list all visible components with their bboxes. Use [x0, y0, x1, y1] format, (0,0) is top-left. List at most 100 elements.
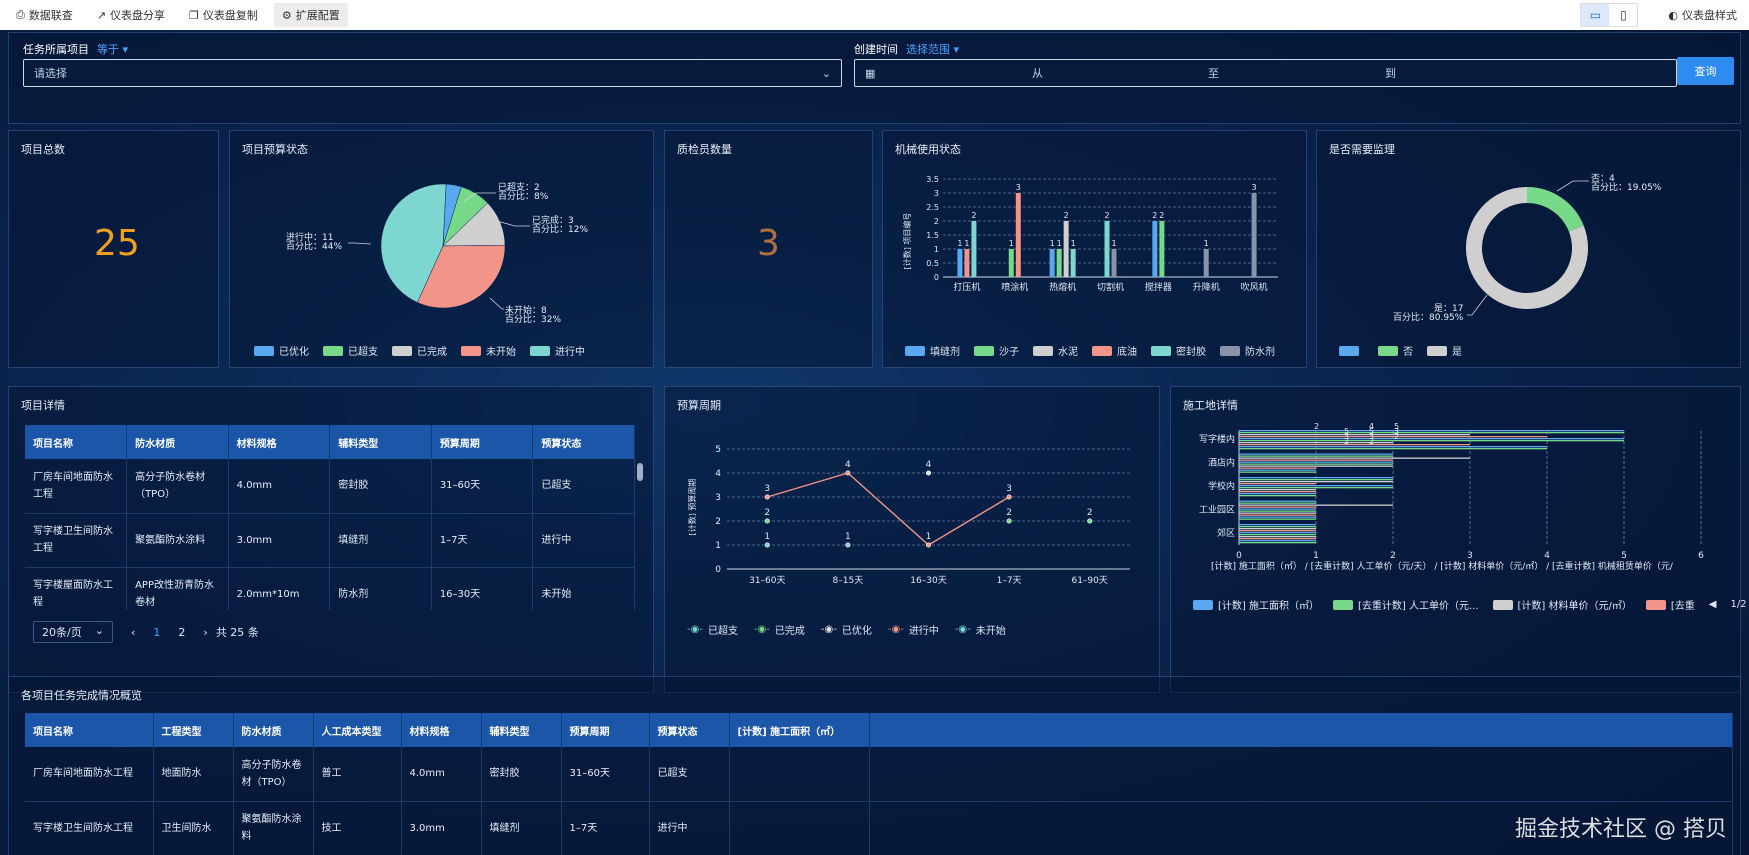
y-tick-label: 1.5: [926, 231, 939, 240]
bar: [1239, 518, 1316, 520]
column-header[interactable]: [计数] 施工面积（㎡）: [729, 713, 870, 747]
legend-item[interactable]: [1339, 345, 1364, 356]
legend-item[interactable]: [去重计数] 人工单价（元...: [1332, 597, 1479, 612]
legend-item[interactable]: -◉- 已完成: [753, 624, 805, 637]
legend-item[interactable]: 已超支: [323, 343, 378, 358]
project-operator[interactable]: 等于 ▾: [97, 43, 129, 56]
query-button[interactable]: 查询: [1677, 57, 1734, 85]
bar: [1239, 471, 1316, 473]
column-header[interactable]: 预算周期: [431, 425, 534, 459]
supervision-donut-chart: 否：4 百分比：19.05% 是：17 百分比：80.95%: [1393, 173, 1662, 323]
legend-item[interactable]: -◉- 进行中: [887, 624, 939, 637]
table-row[interactable]: 写字楼卫生间防水工程 卫生间防水 聚氨酯防水涂料 技工 3.0mm 填缝剂 1–7天 进行中: [25, 801, 1733, 855]
table-cell: 已超支: [532, 459, 635, 514]
column-header[interactable]: 材料规格: [228, 425, 331, 459]
legend-item[interactable]: 已完成: [392, 343, 447, 358]
page-size-select[interactable]: 20条/页 ⌄: [33, 621, 113, 643]
supervision-card: 是否需要监理 否：4 百分比：19.05% 是：17 百分比：80.95% 否 …: [1316, 130, 1741, 368]
legend-item[interactable]: 否: [1378, 343, 1413, 358]
legend-item[interactable]: -◉- 未开始: [954, 624, 1006, 637]
page-2[interactable]: 2: [178, 625, 186, 639]
total-projects-value: 25: [94, 223, 140, 264]
table-row[interactable]: 厂房车间地面防水工程 高分子防水卷材（TPO） 4.0mm 密封胶 31–60天 已超支: [25, 459, 635, 514]
next-page-icon[interactable]: ›: [203, 625, 208, 639]
project-select[interactable]: 请选择 ⌄: [23, 59, 842, 87]
legend-item[interactable]: [计数] 材料单价（元/㎡）: [1492, 597, 1632, 612]
table-cell: 3.0mm: [228, 513, 331, 568]
bar: [1239, 444, 1470, 446]
legend-item[interactable]: [计数] 施工面积（㎡）: [1193, 597, 1319, 612]
copy-button[interactable]: ❐ 仪表盘复制: [189, 8, 258, 23]
column-header[interactable]: 项目名称: [25, 425, 128, 459]
table-cell: 厂房车间地面防水工程: [25, 747, 154, 802]
bar: [1239, 506, 1316, 508]
legend-item[interactable]: 填缝剂: [905, 343, 960, 358]
date-range-input[interactable]: ▦ 从 至 到: [854, 59, 1677, 87]
legend-item[interactable]: 是: [1427, 343, 1462, 358]
table-row[interactable]: 厂房车间地面防水工程 地面防水 高分子防水卷材（TPO） 普工 4.0mm 密封胶 31–6…: [25, 747, 1733, 802]
legend-item[interactable]: 防水剂: [1220, 343, 1275, 358]
legend-item[interactable]: [去重: [1645, 597, 1695, 612]
x-tick-label: 升降机: [1193, 281, 1220, 293]
legend-item[interactable]: 水泥: [1033, 343, 1078, 358]
legend-item[interactable]: -◉- 已超支: [687, 624, 738, 637]
desktop-icon[interactable]: ▭: [1581, 4, 1610, 26]
x-tick-label: 吹风机: [1241, 281, 1268, 293]
column-header[interactable]: 辅料类型: [481, 713, 562, 747]
extension-config-button[interactable]: ⚙ 扩展配置: [273, 3, 348, 27]
column-header[interactable]: 防水材质: [126, 425, 229, 459]
y-tick-label: 3: [715, 493, 721, 503]
copy-icon: ❐: [189, 8, 199, 22]
legend-item[interactable]: 密封胶: [1151, 343, 1206, 358]
data-link-button[interactable]: ⎙ 数据联查: [16, 8, 73, 22]
data-label: 4: [845, 460, 851, 470]
data-label: 1: [926, 532, 932, 542]
table-cell: 防水剂: [329, 567, 432, 610]
bar: [1239, 446, 1547, 448]
inspectors-card: 质检员数量 3: [664, 130, 873, 368]
table-cell: 4.0mm: [401, 747, 482, 802]
style-button[interactable]: ◐ 仪表盘样式: [1668, 8, 1737, 23]
supervision-legend: 否 是: [1339, 343, 1462, 358]
column-header[interactable]: 辅料类型: [329, 425, 432, 459]
page-1[interactable]: 1: [153, 625, 161, 639]
legend-item[interactable]: 已优化: [254, 343, 309, 358]
project-table-wrap: 项目名称 防水材质 材料规格 辅料类型 预算周期 预算状态 厂房车间地面防水工程 高分子防水…: [25, 425, 643, 610]
mobile-icon[interactable]: ▯: [1620, 8, 1627, 22]
table-row[interactable]: 写字楼卫生间防水工程 聚氨酯防水涂料 3.0mm 填缝剂 1–7天 进行中: [25, 513, 635, 568]
column-header[interactable]: 材料规格: [401, 713, 482, 747]
legend-item[interactable]: 沙子: [974, 343, 1019, 358]
bar-value-label: 1: [1050, 239, 1055, 248]
bar: [1239, 491, 1316, 493]
legend-prev-icon[interactable]: ◀: [1708, 599, 1717, 610]
donut-label-yes: 是：17: [1434, 303, 1463, 314]
legend-item[interactable]: -◉- 已优化: [820, 624, 872, 637]
pie-label-ongoing-pct: 百分比：44%: [286, 240, 342, 252]
column-header[interactable]: 预算状态: [532, 425, 635, 459]
table-cell: 厂房车间地面防水工程: [25, 459, 128, 514]
gear-icon: ⚙: [281, 8, 292, 22]
bar: [957, 249, 963, 277]
table-cell: 聚氨酯防水涂料: [126, 513, 229, 568]
column-header[interactable]: 工程类型: [153, 713, 234, 747]
table-cell: 31–60天: [561, 747, 650, 802]
share-button[interactable]: ↗ 仪表盘分享: [96, 8, 166, 23]
prev-page-icon[interactable]: ‹: [131, 625, 136, 639]
table-row[interactable]: 写字楼屋面防水工程 APP改性沥青防水卷材 2.0mm*10m 防水剂 16–30天 未开…: [25, 567, 635, 610]
legend-item[interactable]: 未开始: [461, 343, 516, 358]
card-title: 项目总数: [21, 143, 65, 156]
column-header[interactable]: 防水材质: [233, 713, 314, 747]
date-operator[interactable]: 选择范围 ▾: [906, 43, 960, 56]
legend-item[interactable]: 进行中: [530, 343, 585, 358]
column-header[interactable]: 预算周期: [561, 713, 650, 747]
table-scrollbar[interactable]: [637, 463, 643, 481]
column-header[interactable]: 预算状态: [649, 713, 730, 747]
donut-slice: [1466, 187, 1588, 309]
table-cell: 高分子防水卷材（TPO）: [233, 747, 314, 802]
column-header[interactable]: 人工成本类型: [313, 713, 402, 747]
pie-label-done: 已完成：3: [532, 214, 574, 226]
table-cell: 卫生间防水: [153, 801, 234, 855]
legend-item[interactable]: 底油: [1092, 343, 1137, 358]
column-header[interactable]: 项目名称: [25, 713, 154, 747]
table-cell: 进行中: [649, 801, 730, 855]
